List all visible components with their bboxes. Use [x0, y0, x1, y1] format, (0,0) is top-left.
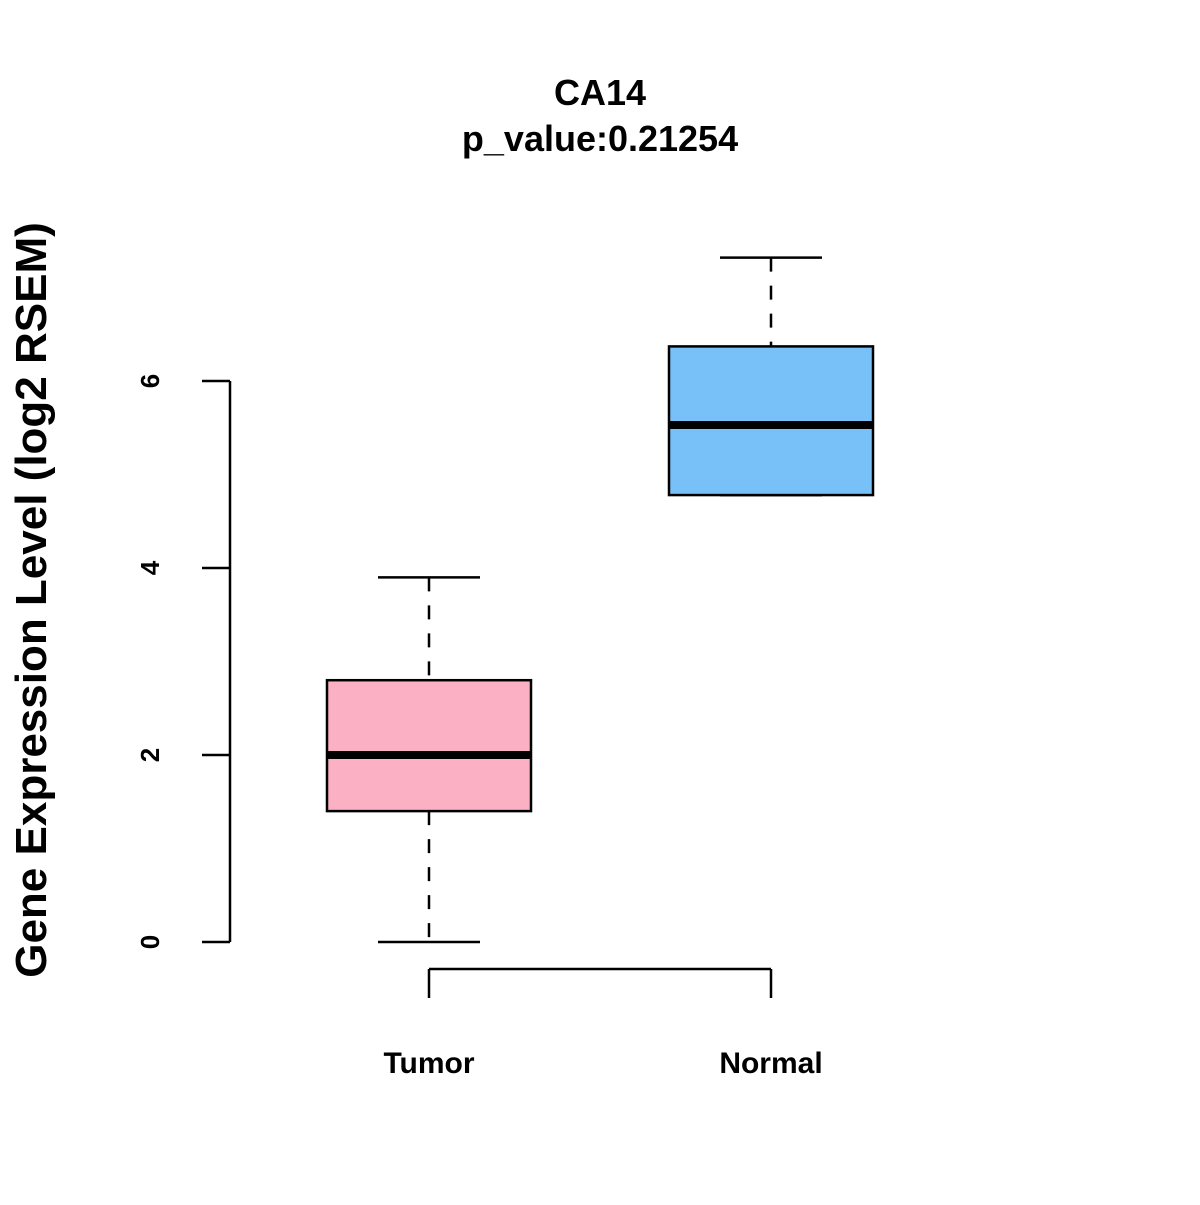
chart-subtitle: p_value:0.21254 [462, 118, 738, 159]
y-tick-label: 4 [135, 560, 165, 575]
iqr-box [667, 345, 875, 497]
x-tick-label: Tumor [383, 1047, 474, 1080]
x-axis: Tumor Normal [383, 967, 823, 1080]
chart-title: CA14 [554, 72, 646, 113]
y-tick-label: 6 [135, 374, 165, 388]
y-axis: 0 2 4 6 [135, 374, 232, 949]
y-axis-label: Gene Expression Level (log2 RSEM) [7, 222, 56, 978]
iqr-box [325, 678, 533, 813]
box-normal [667, 256, 875, 497]
y-tick-label: 2 [135, 748, 165, 762]
x-tick-label: Normal [719, 1047, 822, 1080]
box-tumor [325, 576, 533, 944]
boxes [325, 256, 875, 944]
y-tick-label: 0 [135, 935, 165, 949]
